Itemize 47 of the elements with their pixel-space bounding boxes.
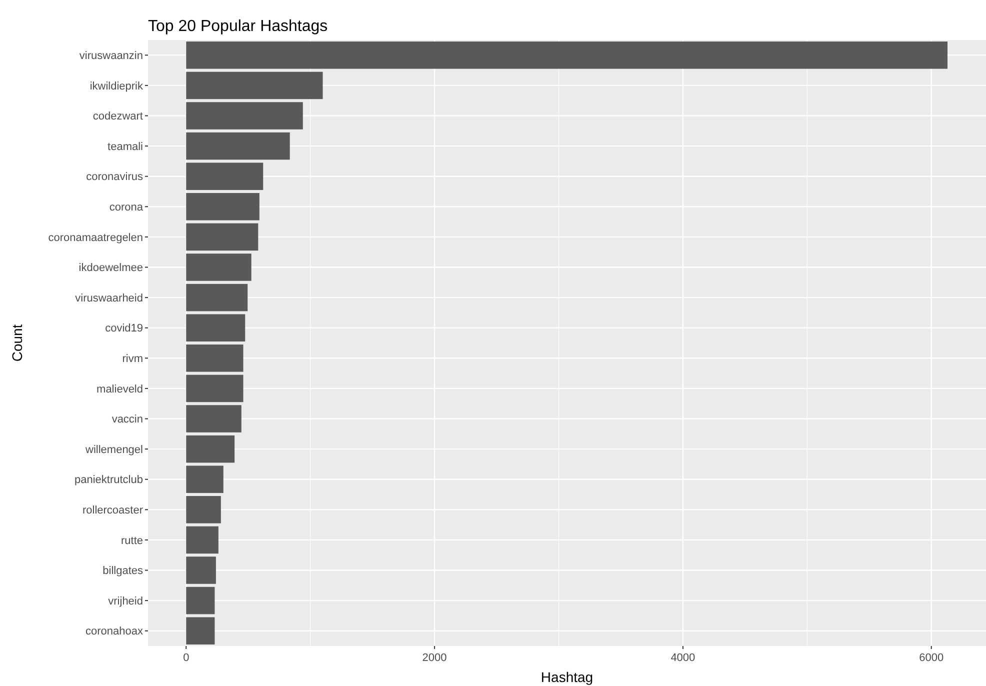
- bar: [186, 526, 218, 554]
- bar: [186, 466, 224, 493]
- y-tick-label: coronavirus: [86, 171, 144, 184]
- y-tick-label: ikwildieprik: [90, 80, 144, 92]
- y-tick-label: rivm: [122, 353, 143, 365]
- bar: [186, 374, 244, 402]
- y-tick-label: vaccin: [112, 414, 143, 426]
- bar: [186, 344, 244, 372]
- x-tick-label: 4000: [670, 652, 696, 664]
- y-tick-label: rollercoaster: [82, 504, 144, 516]
- y-tick-label: covid19: [105, 322, 143, 335]
- bar: [186, 284, 248, 312]
- bar: [186, 556, 216, 584]
- bar: [186, 72, 323, 100]
- bar: [186, 132, 290, 160]
- bar: [186, 435, 235, 463]
- y-tick-label: rutte: [120, 534, 143, 547]
- bar: [186, 42, 948, 69]
- y-tick-label: codezwart: [92, 110, 143, 123]
- bar: [186, 314, 246, 342]
- y-tick-label: paniektrutclub: [74, 474, 143, 486]
- bar: [186, 617, 215, 644]
- y-axis-title: Count: [9, 324, 25, 362]
- y-tick-label: coronahoax: [86, 626, 144, 638]
- bar: [186, 193, 260, 220]
- bar: [186, 586, 215, 614]
- y-tick-label: ikdoewelmee: [78, 262, 143, 274]
- x-tick-label: 2000: [422, 652, 447, 664]
- y-tick-label: teamali: [108, 140, 143, 153]
- bar: [186, 162, 264, 190]
- bar: [186, 223, 258, 251]
- y-tick-label: corona: [109, 202, 144, 214]
- chart-title: Top 20 Popular Hashtags: [148, 18, 328, 35]
- y-tick-label: viruswaanzin: [79, 50, 143, 62]
- bar: [186, 496, 221, 524]
- x-tick-label: 0: [183, 652, 190, 664]
- y-tick-label: viruswaarheid: [75, 292, 143, 304]
- x-tick-label: 6000: [919, 652, 944, 664]
- y-tick-label: malieveld: [96, 383, 143, 396]
- y-tick-label: vrijheid: [108, 595, 143, 608]
- bar: [186, 102, 303, 130]
- bar: [186, 254, 252, 281]
- y-tick-label: billgates: [102, 565, 144, 578]
- y-tick-label: coronamaatregelen: [48, 232, 143, 244]
- y-tick-label: willemengel: [84, 444, 143, 456]
- bar: [186, 405, 242, 432]
- x-axis-title: Hashtag: [540, 669, 594, 685]
